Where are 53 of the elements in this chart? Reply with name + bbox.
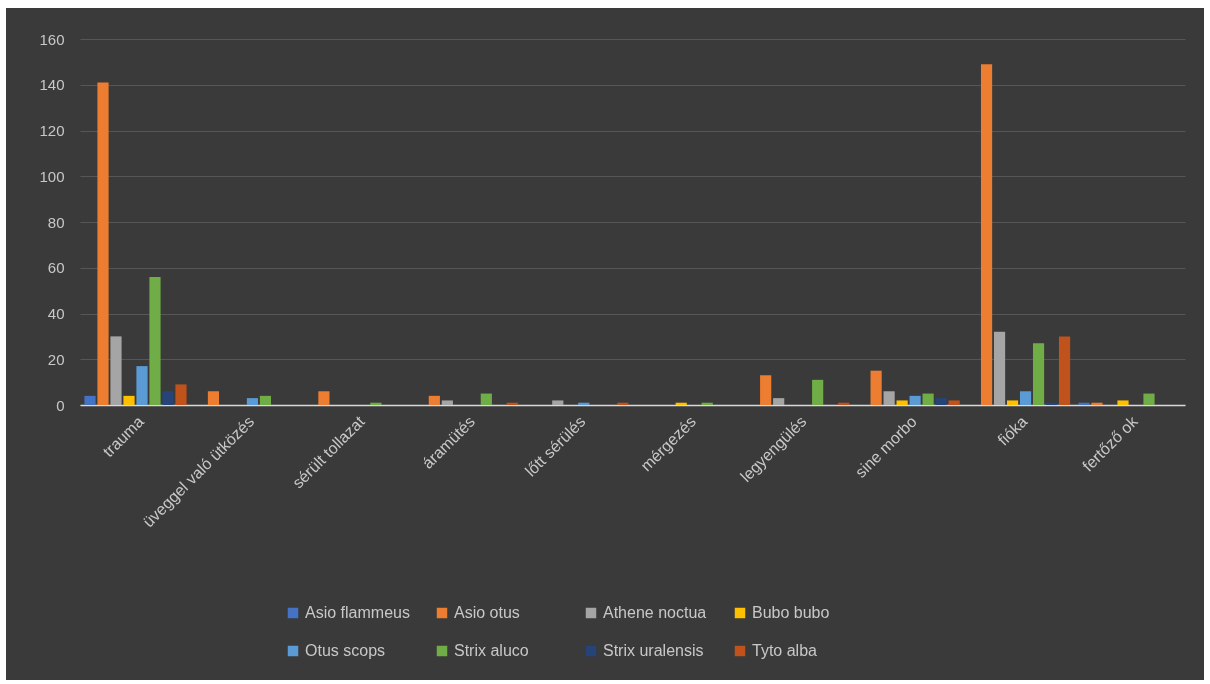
legend-label: Athene noctua [603, 604, 707, 621]
bar [441, 400, 453, 405]
y-tick-label: 40 [47, 305, 65, 322]
legend-label: Strix aluco [454, 642, 529, 659]
legend-label: Bubo bubo [752, 604, 830, 621]
bar [922, 393, 934, 405]
bar [97, 82, 109, 405]
bar [428, 395, 440, 405]
y-tick-label: 60 [47, 259, 65, 277]
bar [1143, 393, 1155, 405]
bar [149, 276, 161, 405]
bar [123, 395, 135, 405]
bar [870, 370, 882, 405]
bar [1032, 343, 1045, 405]
bar [1006, 400, 1019, 405]
bar [175, 384, 187, 405]
y-tick-label: 140 [39, 76, 65, 94]
y-tick-label: 80 [47, 213, 65, 231]
legend-label: Tyto alba [752, 642, 818, 659]
bar [896, 400, 908, 405]
bar [110, 336, 122, 405]
bar [773, 398, 785, 405]
bar [1058, 336, 1071, 405]
bar [993, 331, 1006, 405]
legend-label: Asio otus [454, 604, 520, 621]
bar [883, 391, 895, 405]
bar [948, 400, 960, 405]
bar [259, 395, 272, 405]
y-tick-label: 20 [47, 350, 65, 368]
bar [84, 395, 96, 405]
bar [162, 391, 174, 405]
legend-label: Otus scops [305, 642, 386, 659]
y-tick-label: 160 [39, 30, 65, 48]
bar [909, 395, 921, 405]
bar [1117, 400, 1129, 405]
bar [207, 391, 220, 405]
bar [136, 366, 148, 405]
bar [480, 393, 492, 405]
bar [1078, 402, 1090, 405]
y-tick-label: 100 [39, 167, 65, 185]
y-tick-label: 0 [56, 396, 65, 414]
bar [318, 391, 330, 405]
legend-label: Strix uralensis [603, 642, 704, 659]
bar [812, 379, 824, 405]
bar [760, 375, 772, 405]
bar [1091, 402, 1103, 405]
bar [552, 400, 564, 405]
bar [980, 64, 993, 405]
bar [1019, 391, 1032, 405]
bar [935, 398, 947, 405]
y-tick-label: 120 [39, 122, 65, 139]
bar [246, 398, 259, 405]
legend-label: Asio flammeus [305, 604, 410, 621]
